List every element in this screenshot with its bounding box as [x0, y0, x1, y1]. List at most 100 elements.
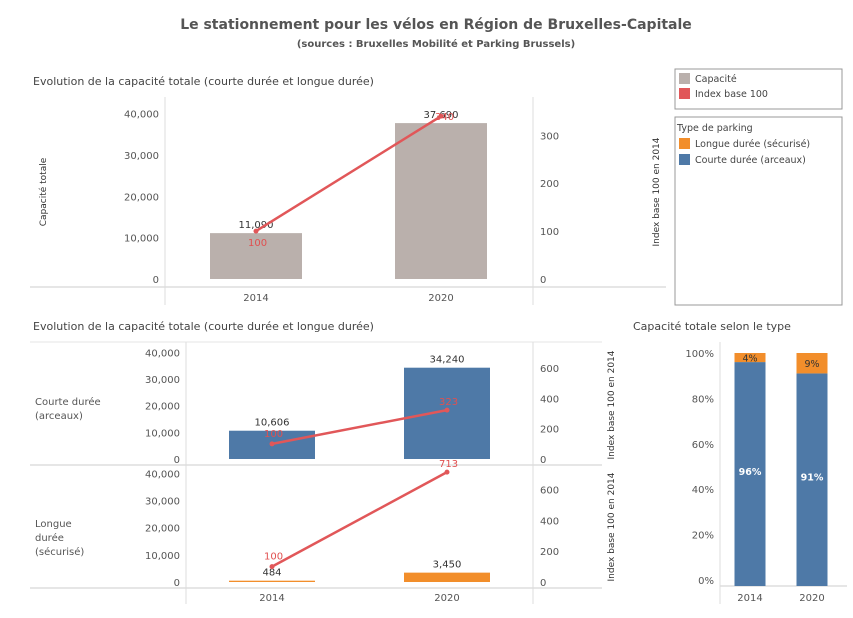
chart1-y-tick: 40,000	[124, 110, 159, 121]
chart1-title: Evolution de la capacité totale (courte …	[33, 75, 374, 88]
chart3-bar-label: 4%	[742, 354, 757, 365]
chart1-y2-tick: 200	[540, 179, 559, 190]
chart1-index-label: 340	[435, 112, 454, 123]
chart3-y-tick: 100%	[685, 349, 714, 360]
chart3-x-tick: 2020	[799, 593, 824, 604]
chart2-index-point	[444, 469, 450, 475]
chart3-bar-courte	[734, 362, 766, 586]
chart2-row-label: (arceaux)	[35, 411, 83, 422]
chart1-x-tick: 2020	[428, 293, 453, 304]
chart2-row-label: Longue	[35, 519, 72, 530]
chart2-bar	[404, 367, 490, 459]
chart1-bar-label: 11,090	[239, 220, 274, 231]
chart2-row-label: durée	[35, 532, 64, 544]
chart1-y-tick: 20,000	[124, 192, 159, 203]
legend-swatch	[679, 154, 690, 165]
chart1-x-tick: 2014	[243, 293, 268, 304]
chart2-index-point	[269, 564, 275, 570]
chart2-y2-label: Index base 100 en 2014	[607, 472, 617, 581]
chart2-row-label: (sécurisé)	[35, 546, 84, 558]
chart3-y-tick: 0%	[698, 576, 714, 587]
chart2-x-tick: 2014	[259, 593, 284, 604]
chart1-y-tick: 0	[153, 275, 159, 286]
chart2-y2-tick: 400	[540, 516, 559, 527]
chart2-y2-tick: 200	[540, 425, 559, 436]
chart1-y2-label: Index base 100 en 2014	[652, 137, 662, 246]
chart2-y-tick: 0	[174, 578, 180, 589]
chart2-index-point	[269, 441, 275, 447]
legend-box-measures	[674, 68, 843, 110]
chart3-bar-longue	[734, 353, 766, 363]
chart2-bar-label: 3,450	[433, 560, 462, 571]
chart1-index-label: 100	[248, 238, 267, 249]
chart2-x-tick: 2020	[434, 593, 459, 604]
chart2-index-label: 713	[439, 459, 458, 470]
chart2-y-tick: 20,000	[145, 402, 180, 413]
chart2-y2-tick: 400	[540, 394, 559, 405]
chart2-y2-tick: 0	[540, 455, 546, 466]
chart2-index-line	[271, 471, 448, 568]
chart2-y-tick: 30,000	[145, 375, 180, 386]
chart3-y-tick: 40%	[692, 485, 714, 496]
legend-label: Longue durée (sécurisé)	[695, 139, 810, 150]
legend: Capacité Index base 100 Type de parking Lon…	[674, 68, 843, 306]
chart2-index-label: 100	[264, 552, 283, 563]
chart2-title: Evolution de la capacité totale (courte …	[33, 320, 374, 333]
chart3-bar-longue	[796, 353, 828, 374]
chart2-y-tick: 20,000	[145, 524, 180, 535]
chart1-bar	[210, 233, 302, 279]
page-subtitle: (sources : Bruxelles Mobilité et Parking…	[297, 38, 575, 50]
chart2-y2-label: Index base 100 en 2014	[607, 350, 617, 459]
chart2-y2-tick: 200	[540, 547, 559, 558]
chart2-bar-label: 484	[262, 568, 281, 579]
chart3-bar-courte	[796, 373, 828, 586]
chart3-bar-label: 9%	[804, 359, 819, 370]
chart2-y-tick: 40,000	[145, 348, 180, 359]
chart1-y2-tick: 300	[540, 131, 559, 142]
chart2-y2-tick: 600	[540, 486, 559, 497]
chart2-bar-label: 34,240	[430, 355, 465, 366]
chart2-bar	[229, 580, 315, 582]
legend-type-title: Type de parking	[676, 123, 753, 134]
chart1-y-tick: 10,000	[124, 234, 159, 245]
legend-label: Capacité	[695, 74, 737, 85]
chart3-y-tick: 20%	[692, 531, 714, 542]
chart3-y-tick: 60%	[692, 440, 714, 451]
page-title: Le stationnement pour les vélos en Régio…	[180, 17, 692, 33]
chart1-y-label: Capacité totale	[38, 157, 49, 226]
chart2-y2-tick: 0	[540, 578, 546, 589]
chart2-index-label: 100	[264, 429, 283, 440]
chart1-y2-tick: 100	[540, 227, 559, 238]
chart2-y2-tick: 600	[540, 364, 559, 375]
chart3-y-tick: 80%	[692, 394, 714, 405]
chart3-title: Capacité totale selon le type	[633, 320, 791, 333]
chart1-index-point	[253, 228, 259, 234]
chart2-bar	[404, 572, 490, 582]
chart1-index-line	[255, 115, 442, 233]
legend-label: Courte durée (arceaux)	[695, 155, 806, 166]
chart2-y-tick: 10,000	[145, 551, 180, 562]
legend-swatch	[679, 88, 690, 99]
chart2-area: 0 10,000 20,000 30,000 40,000 0 200 400 600 Index…	[30, 341, 617, 604]
chart2-y-tick: 10,000	[145, 428, 180, 439]
legend-box-type	[674, 116, 843, 306]
chart3-bar-label: 96%	[739, 467, 762, 478]
chart1-y2-tick: 0	[540, 275, 546, 286]
chart3-x-tick: 2014	[737, 593, 762, 604]
chart2-index-label: 323	[439, 397, 458, 408]
legend-label: Index base 100	[695, 89, 768, 100]
chart3-bar-label: 91%	[801, 473, 824, 484]
chart2-y-tick: 0	[174, 455, 180, 466]
chart1-bar	[395, 123, 487, 279]
chart1-area: 0 10,000 20,000 30,000 40,000 0 100 200 300 Capac…	[30, 97, 666, 305]
chart2-y-tick: 30,000	[145, 497, 180, 508]
chart1-y-tick: 30,000	[124, 151, 159, 162]
chart2-row-label: Courte durée	[35, 396, 101, 408]
legend-swatch	[679, 73, 690, 84]
chart2-index-point	[444, 407, 450, 413]
legend-swatch	[679, 138, 690, 149]
chart2-y-tick: 40,000	[145, 469, 180, 480]
chart1-index-point	[438, 113, 444, 119]
chart3-area: 0% 20% 40% 60% 80% 100% 96% 4% 2014 91% 9% 2020	[685, 342, 847, 604]
